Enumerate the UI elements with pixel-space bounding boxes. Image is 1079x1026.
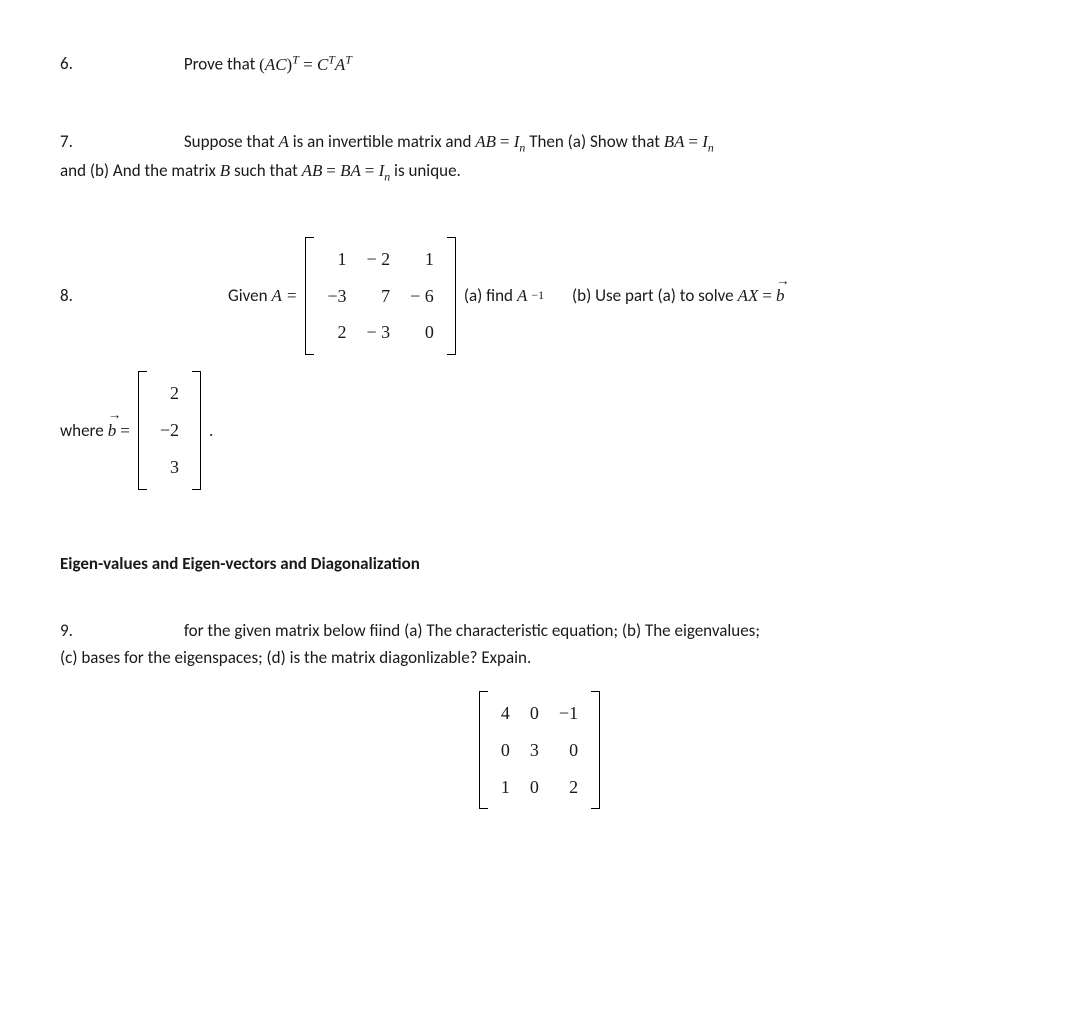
section-heading: Eigen-values and Eigen-vectors and Diago… (60, 550, 1019, 577)
problem-8: 8. Given A = 1− 21 −37− 6 2− 30 (a) find… (60, 237, 1019, 490)
text: Prove that (184, 54, 255, 75)
problem-number: 8. (60, 282, 180, 309)
problem-7: 7. Suppose that A is an invertible matri… (60, 128, 1019, 187)
matrix-b: 2 −2 3 (138, 371, 201, 489)
problem-number: 9. (60, 617, 180, 644)
equation: (AC)T = CTAT (259, 55, 352, 74)
problem-6: 6. Prove that (AC)T = CTAT (60, 50, 1019, 78)
problem-number: 6. (60, 50, 180, 77)
matrix-9: 40−1 030 102 (479, 691, 600, 809)
problem-number: 7. (60, 128, 180, 155)
matrix-a: 1− 21 −37− 6 2− 30 (305, 237, 455, 355)
text: Suppose that (184, 131, 279, 152)
problem-9: 9. for the given matrix below fiind (a) … (60, 617, 1019, 810)
